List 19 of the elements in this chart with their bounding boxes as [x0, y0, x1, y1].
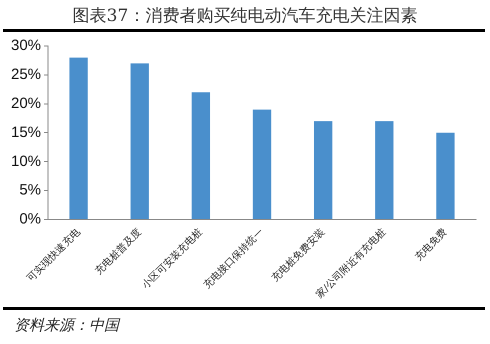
bar: [436, 132, 455, 219]
text: 资料来源：中国: [14, 316, 119, 335]
y-tick-label: 30%: [10, 37, 42, 54]
bar: [69, 58, 88, 219]
y-tick-label: 5%: [19, 182, 42, 199]
bar: [375, 121, 394, 219]
x-tick-label: 可实现快速充电: [24, 226, 83, 284]
y-tick-label: 25%: [10, 66, 42, 84]
y-tick-label: 10%: [10, 152, 42, 170]
x-tick-label: 充电免费: [412, 226, 450, 263]
x-tick-label: 充电桩免费安装: [269, 226, 328, 284]
chart-title: 图表37：消费者购买纯电动汽车充电关注因素: [72, 5, 418, 27]
bar: [252, 110, 272, 219]
y-tick-label: 0%: [19, 210, 42, 228]
bar: [192, 92, 210, 219]
y-tick-label: 15%: [10, 124, 42, 141]
y-tick-label: 20%: [10, 94, 42, 112]
bar: [314, 121, 332, 219]
bar: [130, 63, 149, 219]
